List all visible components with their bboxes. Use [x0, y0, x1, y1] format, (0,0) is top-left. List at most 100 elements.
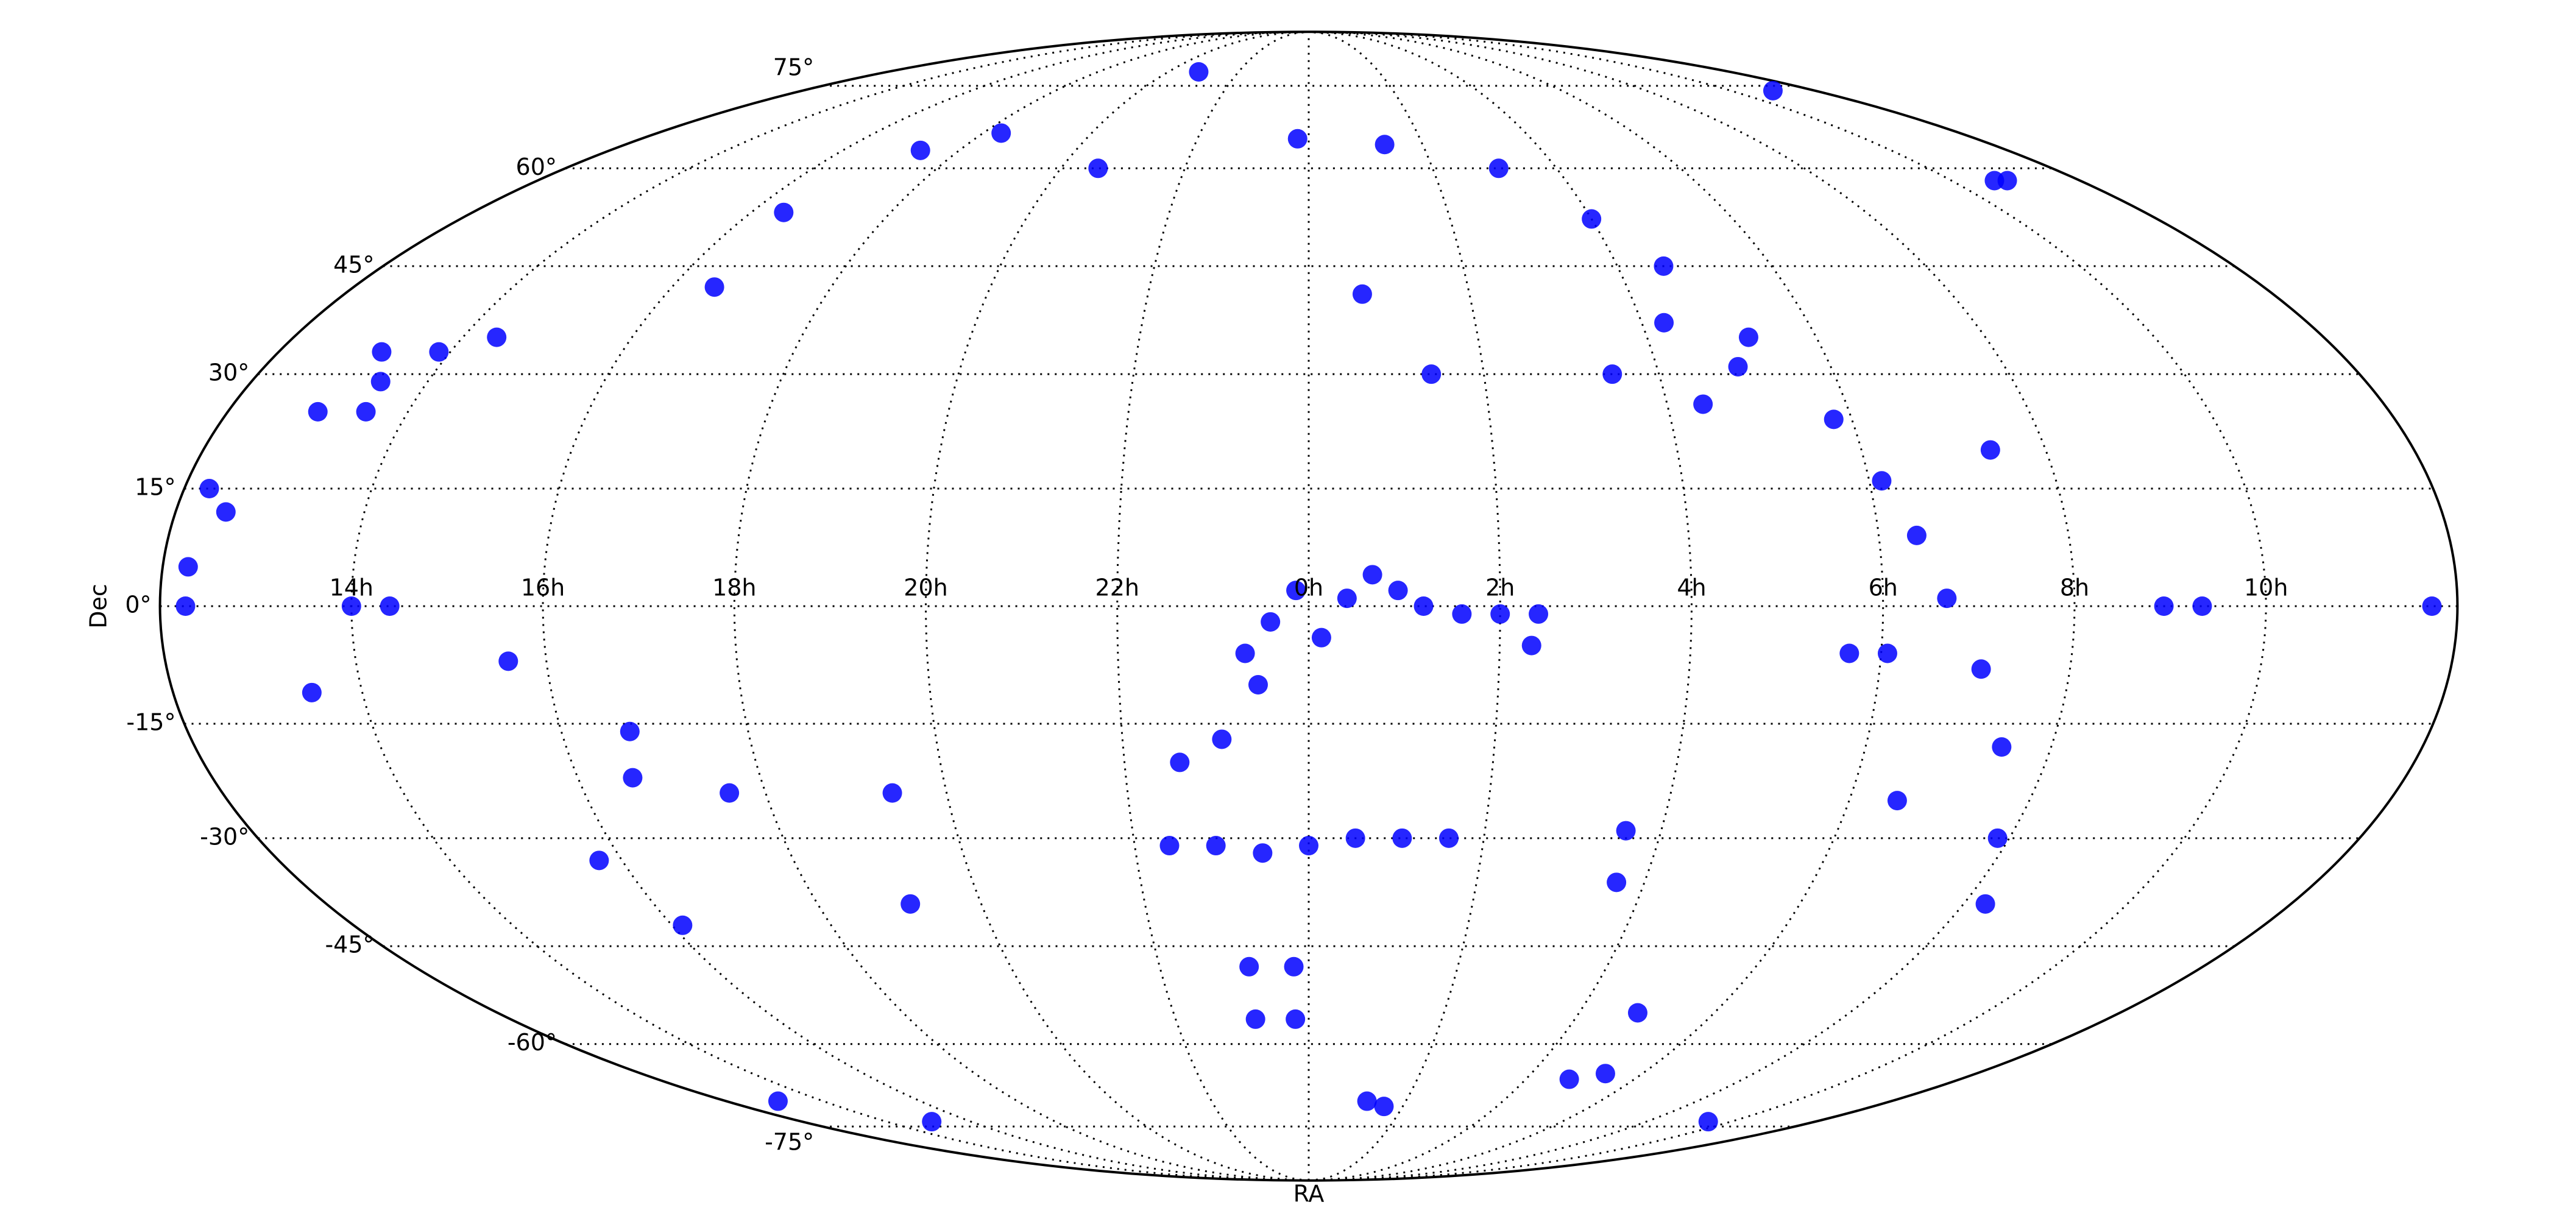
point [1206, 836, 1226, 856]
point [1529, 604, 1549, 624]
labels: -75° -60° -45° -30° -15° 0° 15° 30° 45° 60° 75° 14h… [125, 54, 2288, 1155]
point [774, 202, 794, 222]
y-tick-label: -15° [126, 709, 175, 735]
point [1311, 627, 1331, 648]
point [199, 479, 219, 499]
x-tick-label: 10h [2244, 574, 2288, 601]
grid [160, 30, 2458, 1182]
point [1299, 836, 1318, 856]
point [623, 768, 643, 788]
x-tick-label: 4h [1677, 574, 1706, 601]
point [1824, 409, 1844, 429]
point [1375, 135, 1395, 155]
point [1906, 525, 1927, 545]
point [1521, 635, 1541, 656]
point [2192, 596, 2212, 616]
point [487, 327, 507, 347]
point [991, 123, 1011, 143]
point [1877, 643, 1897, 663]
point [1975, 894, 1995, 914]
x-axis-label: RA [1293, 1181, 1325, 1207]
point [1357, 1091, 1377, 1111]
points [175, 62, 2442, 1132]
point [1607, 872, 1627, 893]
point [922, 1112, 942, 1132]
grid-line [1308, 30, 1884, 1182]
point [1374, 1097, 1394, 1117]
point [1345, 828, 1365, 848]
point [1414, 596, 1434, 616]
x-tick-label: 6h [1869, 574, 1898, 601]
grid-line [924, 30, 1309, 1182]
y-tick-label: 0° [125, 592, 151, 618]
point [1286, 1009, 1306, 1029]
point [1872, 471, 1892, 491]
point [1984, 171, 2005, 191]
point [704, 277, 724, 297]
y-tick-label: 60° [516, 154, 557, 180]
x-tick-label: 14h [330, 574, 373, 601]
point [882, 783, 902, 803]
point [1287, 129, 1307, 149]
point [901, 894, 921, 914]
x-tick-label: 20h [904, 574, 947, 601]
point [2154, 596, 2174, 616]
point [1253, 843, 1273, 863]
point [341, 596, 361, 616]
point [1170, 752, 1190, 772]
point [1261, 612, 1281, 632]
point [1698, 1112, 1718, 1132]
point [1388, 581, 1408, 601]
point [2422, 596, 2442, 616]
point [1438, 828, 1459, 848]
point [1763, 80, 1783, 101]
point [1248, 674, 1268, 695]
point [175, 596, 196, 616]
point [1245, 1009, 1265, 1029]
y-tick-label: 75° [773, 54, 814, 80]
y-axis-label: Dec [85, 584, 112, 629]
point [1980, 440, 2000, 460]
y-tick-label: 45° [333, 251, 374, 278]
y-tick-label: 15° [135, 474, 175, 501]
x-tick-label: 22h [1095, 574, 1139, 601]
point [302, 682, 322, 702]
point [589, 850, 609, 871]
grid-line [1308, 30, 1693, 1182]
point [498, 651, 518, 671]
x-tick-label: 18h [712, 574, 756, 601]
point [1728, 356, 1748, 376]
x-tick-label: 16h [521, 574, 565, 601]
point [308, 401, 328, 422]
point [1088, 158, 1108, 179]
grid-line [350, 30, 1309, 1182]
point [370, 372, 391, 392]
point [356, 401, 376, 422]
point [1616, 821, 1636, 841]
point [1654, 256, 1674, 276]
x-tick-label: 2h [1485, 574, 1515, 601]
point [1452, 604, 1472, 624]
point [1595, 1064, 1615, 1084]
point [768, 1091, 788, 1111]
point [1212, 729, 1232, 749]
point [1239, 956, 1259, 977]
point [1337, 589, 1357, 609]
point [1937, 589, 1957, 609]
point [1987, 828, 2008, 848]
y-tick-label: -45° [325, 931, 374, 958]
sky-outline [158, 30, 2459, 1182]
y-tick-label: -75° [765, 1129, 814, 1156]
y-tick-label: -60° [508, 1029, 557, 1056]
point [1352, 284, 1372, 304]
point [1602, 364, 1622, 384]
point [1738, 327, 1758, 347]
x-tick-label: 8h [2060, 574, 2089, 601]
point [1627, 1003, 1647, 1023]
point [1839, 643, 1859, 663]
point [1286, 581, 1306, 601]
point [380, 596, 400, 616]
point [216, 502, 236, 522]
